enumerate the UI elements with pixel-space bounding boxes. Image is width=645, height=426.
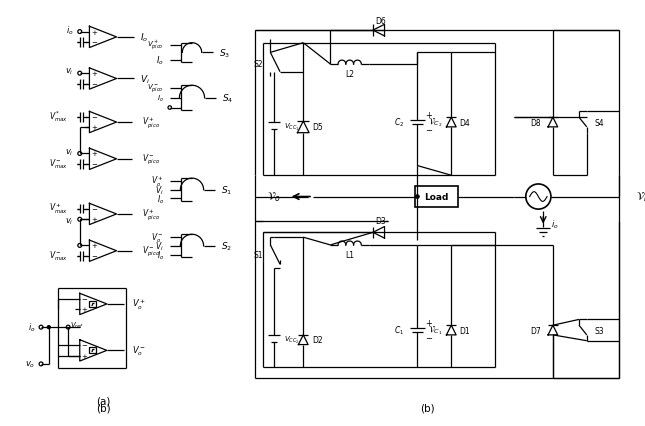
- Text: S1: S1: [253, 250, 263, 259]
- Text: (a): (a): [96, 396, 110, 406]
- Text: $V^-_{max}$: $V^-_{max}$: [49, 249, 68, 262]
- Text: +: +: [82, 307, 88, 313]
- Text: $V^-_{pico}$: $V^-_{pico}$: [147, 83, 164, 95]
- Text: $S_2$: $S_2$: [221, 240, 232, 253]
- Text: $V^-_o$: $V^-_o$: [151, 231, 164, 245]
- Text: D6: D6: [375, 17, 386, 26]
- Text: $I_o$: $I_o$: [140, 32, 148, 44]
- Text: L1: L1: [345, 250, 354, 259]
- Text: $V^-_{pico}$: $V^-_{pico}$: [142, 244, 160, 258]
- Text: −: −: [92, 206, 97, 212]
- Bar: [89, 348, 95, 354]
- Text: −: −: [92, 40, 97, 46]
- Text: −: −: [82, 342, 88, 348]
- Text: D5: D5: [312, 123, 322, 132]
- Bar: [89, 301, 95, 307]
- Text: $i_o$: $i_o$: [551, 218, 559, 230]
- Text: +: +: [82, 353, 88, 359]
- Text: $\mathcal{V}_o$: $\mathcal{V}_o$: [268, 190, 281, 204]
- Text: $i_o$: $i_o$: [28, 321, 35, 334]
- Text: $V^-_{max}$: $V^-_{max}$: [49, 157, 68, 170]
- Text: $V_{CC_2}$: $V_{CC_2}$: [284, 334, 299, 345]
- Text: −: −: [92, 162, 97, 168]
- Text: $i_o$: $i_o$: [66, 24, 74, 37]
- Circle shape: [47, 326, 50, 329]
- Text: $v_i$: $v_i$: [65, 216, 74, 227]
- Text: +: +: [92, 151, 97, 157]
- Text: $I_o$: $I_o$: [156, 55, 164, 67]
- Text: L2: L2: [345, 70, 354, 79]
- Text: $I_o$: $I_o$: [157, 193, 164, 205]
- Text: $V^*_{max}$: $V^*_{max}$: [49, 109, 68, 124]
- Text: −: −: [426, 334, 433, 343]
- Text: −: −: [92, 82, 97, 88]
- Text: +: +: [92, 217, 97, 223]
- Text: $v_o$: $v_o$: [25, 359, 35, 369]
- Text: −: −: [426, 126, 433, 135]
- Text: D1: D1: [459, 326, 470, 335]
- Text: $C_2$: $C_2$: [393, 117, 404, 129]
- Text: S4: S4: [595, 118, 604, 127]
- Text: (b): (b): [420, 403, 435, 412]
- Text: $\mathcal{V}_{C_2}$: $\mathcal{V}_{C_2}$: [428, 116, 442, 129]
- Text: $V_i$: $V_i$: [140, 73, 150, 86]
- Text: $v_i$: $v_i$: [65, 147, 74, 158]
- Text: Load: Load: [424, 193, 449, 201]
- Text: D4: D4: [459, 118, 470, 127]
- Text: $V^-_{pico}$: $V^-_{pico}$: [142, 153, 160, 167]
- Text: $V_{CC_1}$: $V_{CC_1}$: [284, 122, 299, 133]
- Text: $\mathcal{V}_{C_1}$: $\mathcal{V}_{C_1}$: [428, 324, 442, 337]
- Text: −: −: [82, 296, 88, 302]
- Text: +: +: [426, 318, 432, 327]
- Text: $V_{ref}$: $V_{ref}$: [70, 320, 84, 331]
- Text: D7: D7: [531, 326, 541, 335]
- Text: $\mathcal{V}_i$: $\mathcal{V}_i$: [636, 190, 645, 204]
- Text: +: +: [92, 243, 97, 249]
- Text: D3: D3: [375, 217, 386, 226]
- Text: $V^+_{pico}$: $V^+_{pico}$: [142, 115, 160, 130]
- Text: (b): (b): [95, 403, 110, 412]
- Circle shape: [416, 196, 419, 199]
- Text: $I_o$: $I_o$: [157, 249, 164, 261]
- Text: $V^-_o$: $V^-_o$: [132, 344, 146, 357]
- Text: D8: D8: [531, 118, 541, 127]
- Text: $v_i$: $v_i$: [65, 67, 74, 77]
- Text: $C_1$: $C_1$: [393, 324, 404, 337]
- Text: +: +: [426, 110, 432, 120]
- Text: −: −: [92, 115, 97, 121]
- Text: $V^+_{pico}$: $V^+_{pico}$: [147, 39, 164, 52]
- Text: $S_3$: $S_3$: [219, 47, 230, 60]
- Text: $V^+_{max}$: $V^+_{max}$: [49, 201, 68, 215]
- Text: $V^+_o$: $V^+_o$: [132, 297, 146, 311]
- Text: $S_4$: $S_4$: [222, 92, 233, 105]
- Text: S2: S2: [253, 60, 263, 69]
- Bar: [415, 187, 458, 208]
- Text: $V^+_{pico}$: $V^+_{pico}$: [142, 207, 160, 222]
- Text: $V_i$: $V_i$: [155, 240, 164, 253]
- Circle shape: [416, 196, 419, 199]
- Text: D2: D2: [312, 335, 322, 344]
- Text: $V^+_o$: $V^+_o$: [151, 175, 164, 189]
- Text: $V_i$: $V_i$: [155, 184, 164, 196]
- Text: +: +: [92, 29, 97, 35]
- Text: +: +: [92, 71, 97, 77]
- Text: $I_o$: $I_o$: [157, 94, 164, 104]
- Text: S3: S3: [595, 326, 604, 335]
- Text: $S_1$: $S_1$: [221, 184, 232, 196]
- Text: +: +: [92, 125, 97, 131]
- Text: −: −: [92, 253, 97, 259]
